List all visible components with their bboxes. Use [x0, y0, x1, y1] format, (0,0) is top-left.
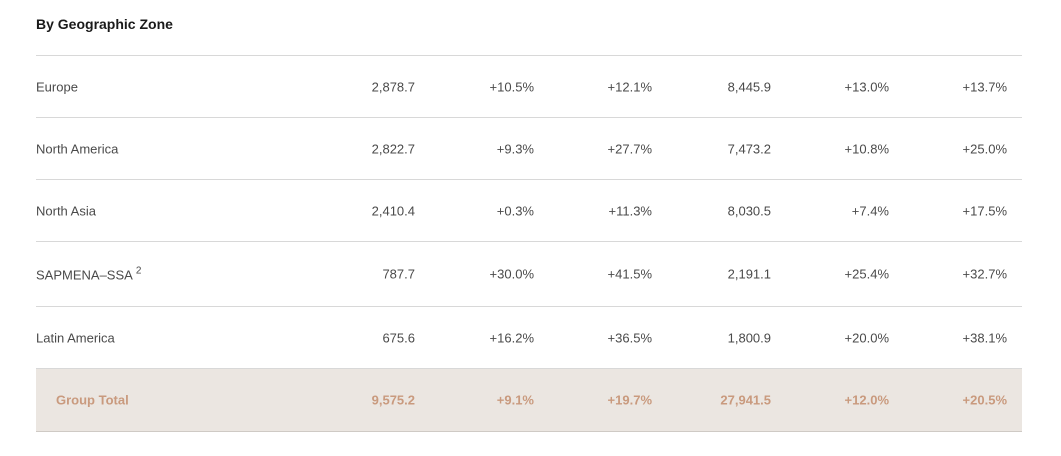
table-row: North Asia 2,410.4 +0.3% +11.3% 8,030.5 …	[36, 180, 1022, 242]
value-cell: +30.0%	[489, 266, 534, 282]
section-title: By Geographic Zone	[36, 16, 173, 32]
value-cell: +16.2%	[489, 330, 534, 345]
zone-name: SAPMENA–SSA 2	[36, 266, 141, 283]
total-value-cell: 9,575.2	[371, 392, 415, 408]
value-cell: 2,191.1	[727, 266, 771, 282]
value-cell: 2,410.4	[371, 203, 415, 218]
zone-name: North Asia	[36, 203, 96, 218]
value-cell: 2,878.7	[371, 79, 415, 94]
value-cell: +9.3%	[496, 141, 534, 156]
table-row: SAPMENA–SSA 2 787.7 +30.0% +41.5% 2,191.1…	[36, 242, 1022, 307]
value-cell: +17.5%	[962, 203, 1007, 218]
table-row: Europe 2,878.7 +10.5% +12.1% 8,445.9 +13…	[36, 56, 1022, 118]
value-cell: +41.5%	[607, 266, 652, 282]
value-cell: +13.7%	[962, 79, 1007, 94]
value-cell: +27.7%	[607, 141, 652, 156]
value-cell: 1,800.9	[727, 330, 771, 345]
value-cell: +13.0%	[844, 79, 889, 94]
value-cell: +38.1%	[962, 330, 1007, 345]
value-cell: 8,030.5	[727, 203, 771, 218]
total-value-cell: 27,941.5	[720, 392, 771, 408]
value-cell: +36.5%	[607, 330, 652, 345]
table-row: Latin America 675.6 +16.2% +36.5% 1,800.…	[36, 307, 1022, 369]
value-cell: +12.1%	[607, 79, 652, 94]
value-cell: 787.7	[382, 266, 415, 282]
value-cell: +25.0%	[962, 141, 1007, 156]
value-cell: +25.4%	[844, 266, 889, 282]
value-cell: +10.5%	[489, 79, 534, 94]
value-cell: 2,822.7	[371, 141, 415, 156]
value-cell: +7.4%	[851, 203, 889, 218]
value-cell: 8,445.9	[727, 79, 771, 94]
total-label: Group Total	[56, 392, 129, 408]
value-cell: 7,473.2	[727, 141, 771, 156]
zone-name: North America	[36, 141, 119, 156]
value-cell: +10.8%	[844, 141, 889, 156]
footnote-marker[interactable]: 2	[135, 265, 142, 277]
value-cell: 675.6	[382, 330, 415, 345]
total-value-cell: +12.0%	[844, 392, 889, 408]
total-value-cell: +19.7%	[607, 392, 652, 408]
zone-name: Europe	[36, 79, 78, 94]
table-row: North America 2,822.7 +9.3% +27.7% 7,473…	[36, 118, 1022, 180]
total-value-cell: +9.1%	[496, 392, 534, 408]
value-cell: +20.0%	[844, 330, 889, 345]
value-cell: +0.3%	[496, 203, 534, 218]
zone-label: SAPMENA–SSA	[36, 267, 133, 283]
geographic-zone-table: Europe 2,878.7 +10.5% +12.1% 8,445.9 +13…	[36, 55, 1022, 432]
zone-name: Latin America	[36, 330, 115, 345]
group-total-row: Group Total 9,575.2 +9.1% +19.7% 27,941.…	[36, 369, 1022, 432]
value-cell: +32.7%	[962, 266, 1007, 282]
total-value-cell: +20.5%	[962, 392, 1007, 408]
value-cell: +11.3%	[608, 203, 653, 218]
